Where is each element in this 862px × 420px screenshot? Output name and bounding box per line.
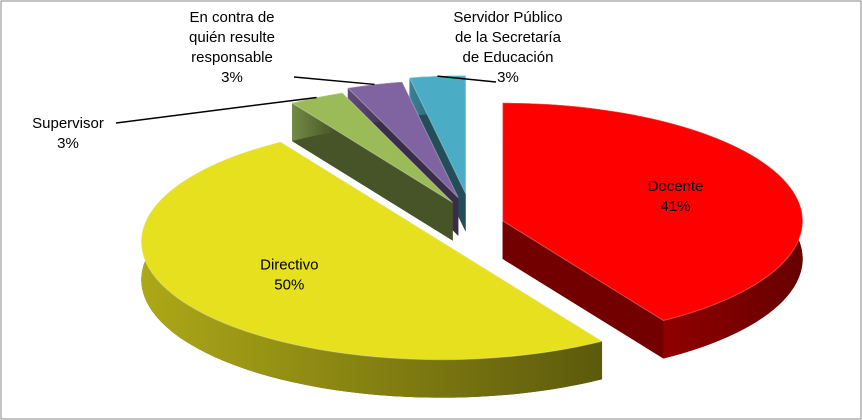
slice [346,81,459,199]
slice [502,102,804,322]
category-label: Directivo [260,257,318,274]
category-label: Servidor Público de la Secretaría de Educa… [453,9,562,66]
slice-wall [292,102,453,241]
value-label: 3% [221,69,243,86]
label-line: Docente [648,178,704,195]
value-label: 3% [57,135,79,152]
value-label: 50% [274,277,304,294]
label-line: Directivo [260,257,318,274]
category-label: Docente [648,178,704,195]
label-line: Supervisor [32,115,104,132]
value-label: 3% [497,69,519,86]
category-label: En contra de quién resulte responsable [189,9,275,66]
label-line: de la Secretaría [455,29,562,46]
label-line: responsable [191,49,273,66]
label-line: quién resulte [189,29,275,46]
label-line: de Educación [463,49,554,66]
pie-tops [140,75,804,361]
slice-rim [141,142,603,398]
label-line: En contra de [189,9,274,26]
value-label: 41% [660,198,690,215]
leader-line [115,96,317,124]
label-line: Servidor Público [453,9,562,26]
leader-line [437,75,497,83]
leader-line [293,76,375,86]
labels: Docente 41% Directivo 50% Supervisor 3% En con… [32,9,703,294]
slice-wall [502,220,664,359]
slice [140,141,604,361]
category-label: Supervisor [32,115,104,132]
